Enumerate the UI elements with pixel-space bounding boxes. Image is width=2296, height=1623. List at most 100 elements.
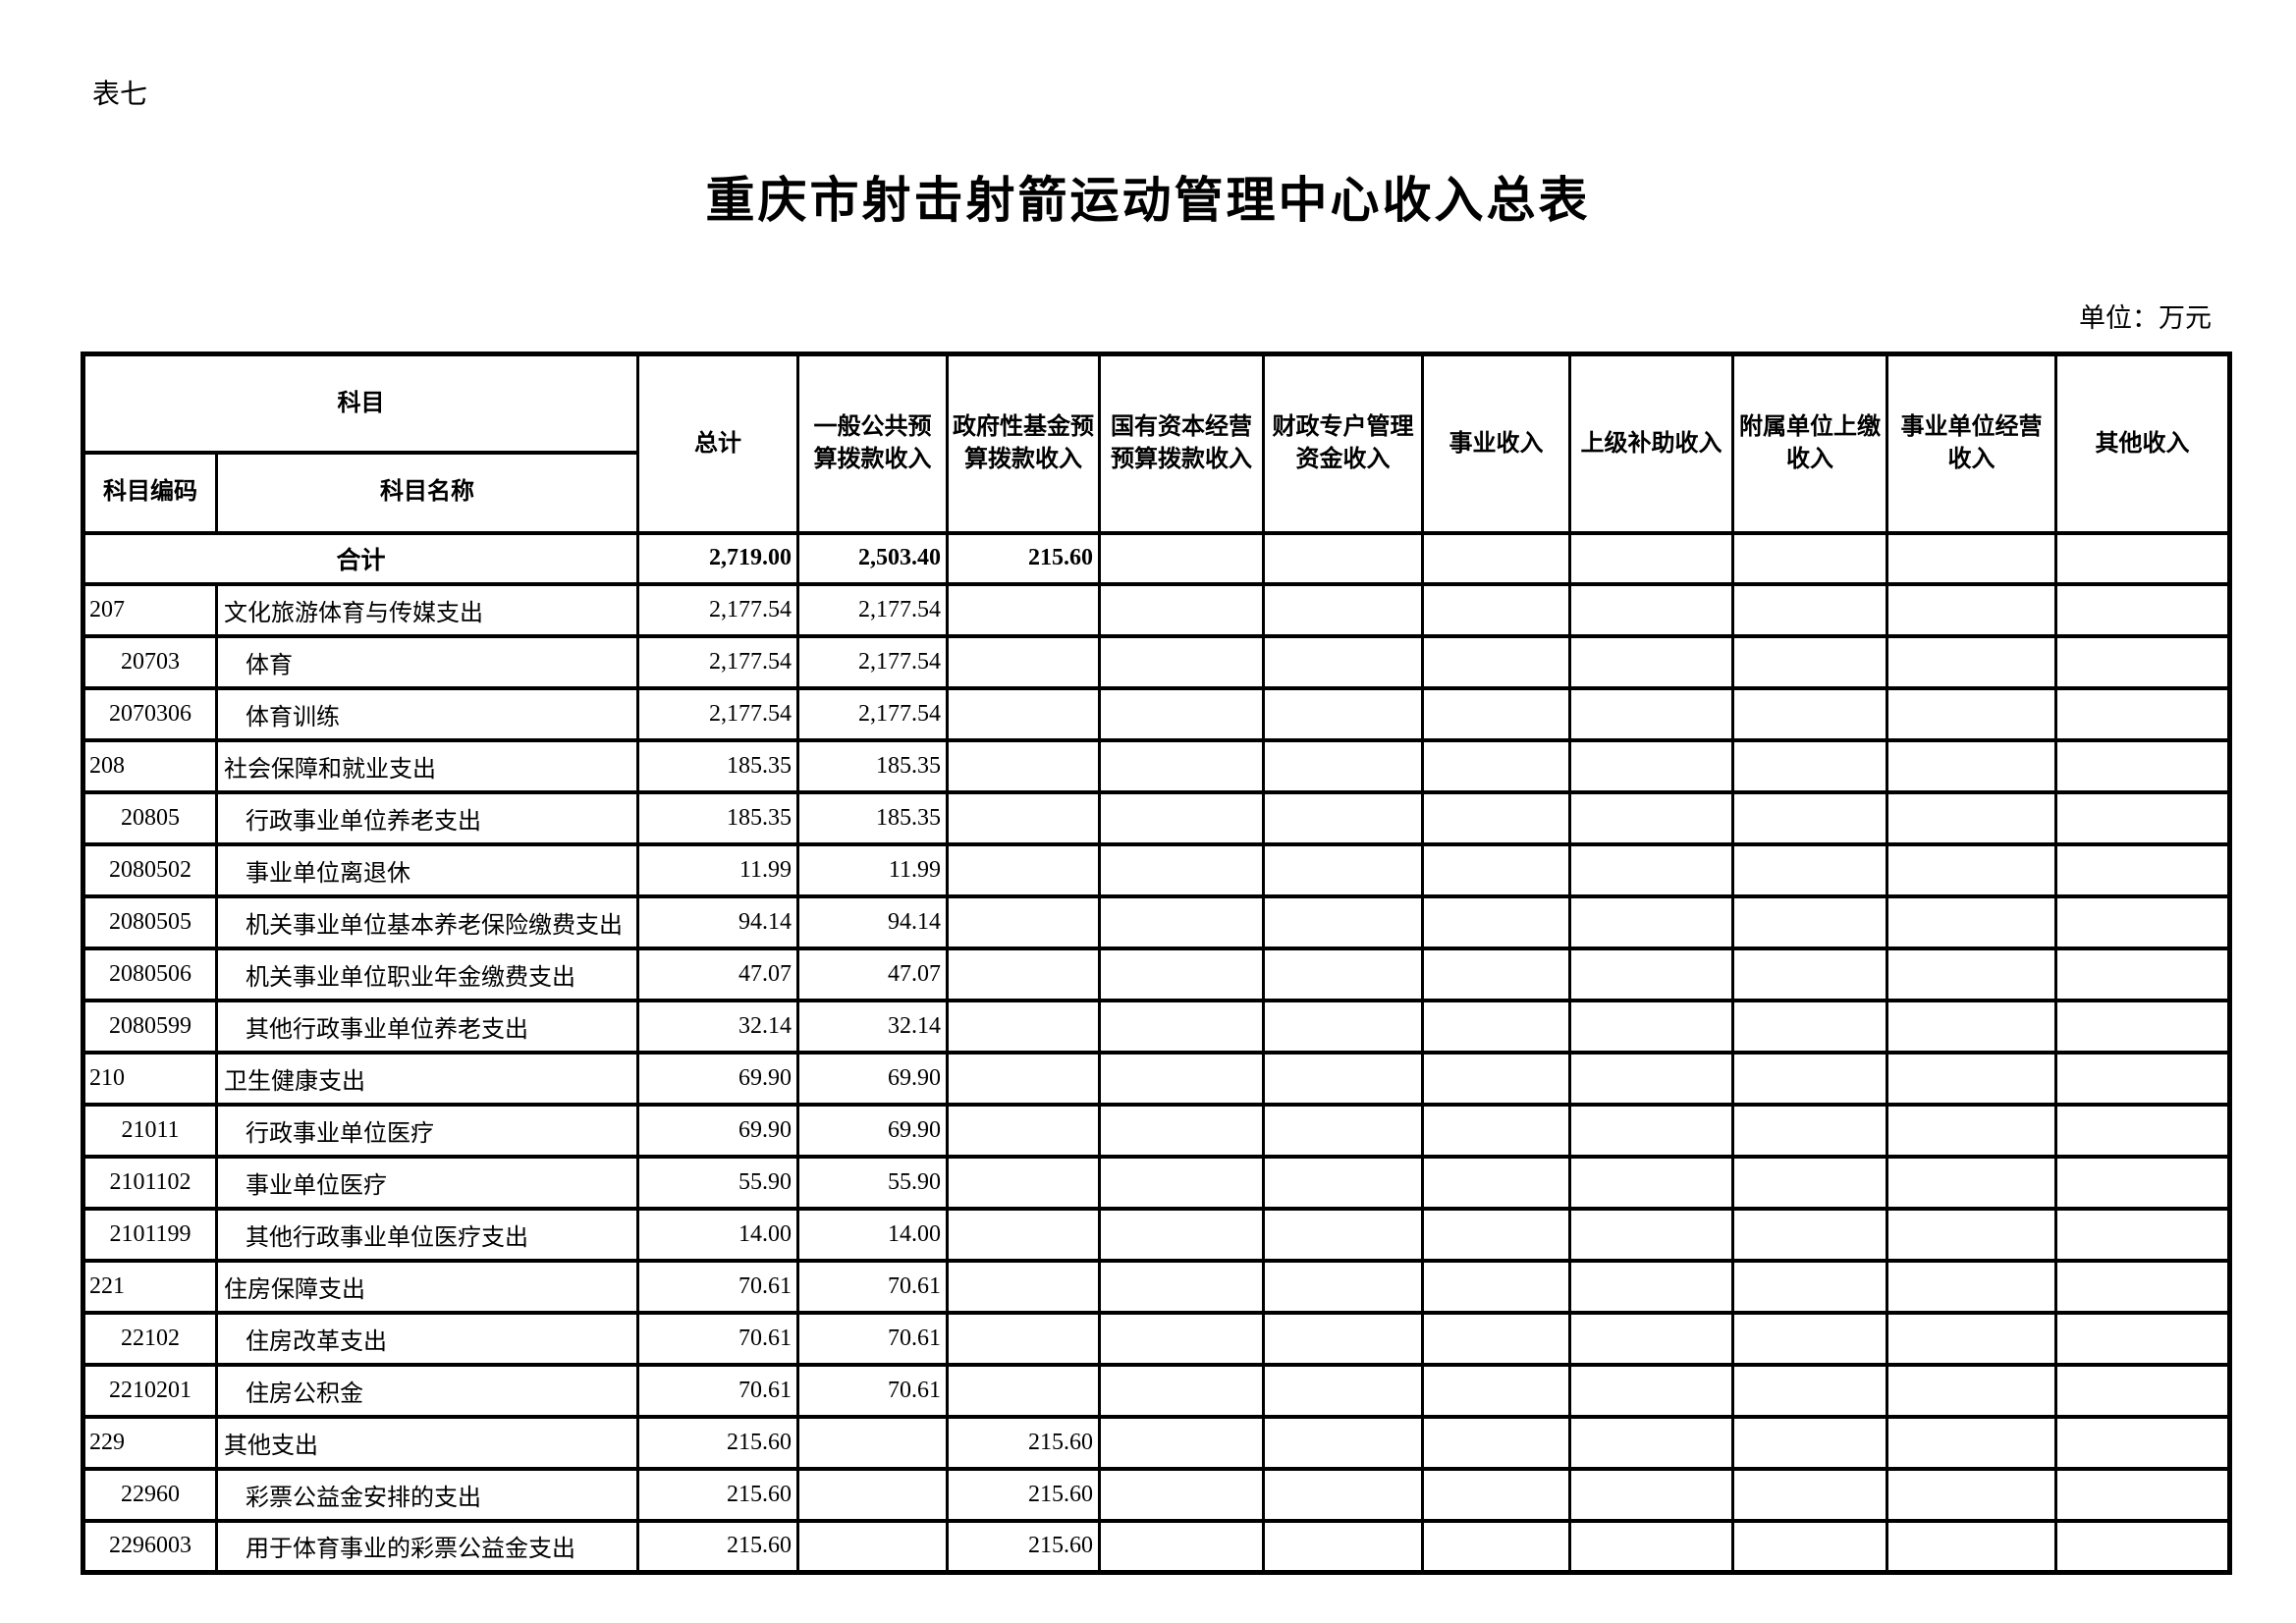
- subject-name-cell: 住房保障支出: [215, 1258, 639, 1315]
- value-cell: [1886, 998, 2057, 1055]
- value-cell: [1421, 581, 1571, 638]
- value-cell: [1568, 893, 1734, 950]
- subject-code-cell: 229: [82, 1414, 218, 1471]
- value-cell: [1568, 530, 1734, 586]
- value-cell: [946, 737, 1101, 794]
- value-cell: [1262, 1206, 1424, 1263]
- value-cell: [1886, 1362, 2057, 1419]
- value-cell: [1098, 737, 1265, 794]
- value-cell: [1421, 1518, 1571, 1575]
- subject-name-cell: 彩票公益金安排的支出: [215, 1466, 639, 1523]
- subject-name-cell: 体育: [215, 633, 639, 690]
- table-row: 2296003 用于体育事业的彩票公益金支出 215.60 215.60: [82, 1518, 2231, 1575]
- value-cell: [1098, 685, 1265, 742]
- value-cell: [1421, 1310, 1571, 1367]
- subject-name-cell: 其他行政事业单位养老支出: [215, 998, 639, 1055]
- value-cell: [1098, 581, 1265, 638]
- subject-code-cell: 221: [82, 1258, 218, 1315]
- value-cell: [1098, 1102, 1265, 1159]
- value-cell: [1098, 1050, 1265, 1107]
- value-cell: [1098, 1310, 1265, 1367]
- value-cell: [946, 1154, 1101, 1211]
- value-cell: 69.90: [636, 1102, 799, 1159]
- subject-name-cell: 住房公积金: [215, 1362, 639, 1419]
- value-cell: [1886, 737, 2057, 794]
- subject-code-cell: 22960: [82, 1466, 218, 1523]
- value-cell: [1731, 1466, 1888, 1523]
- value-cell: [946, 1362, 1101, 1419]
- value-cell: [946, 789, 1101, 846]
- value-cell: [946, 1206, 1101, 1263]
- table-row: 21011 行政事业单位医疗 69.90 69.90: [82, 1102, 2231, 1159]
- value-cell: [1098, 998, 1265, 1055]
- value-cell: 215.60: [946, 530, 1101, 586]
- value-cell: 32.14: [796, 998, 949, 1055]
- header-col-gov-fund: 政府性基金预 算拨款收入: [946, 352, 1101, 535]
- value-cell: [1098, 633, 1265, 690]
- header-col-operating-income: 事业单位经营 收入: [1886, 352, 2057, 535]
- value-cell: [2054, 946, 2231, 1002]
- header-col-general-budget: 一般公共预 算拨款收入: [796, 352, 949, 535]
- value-cell: [1568, 789, 1734, 846]
- value-cell: 215.60: [636, 1414, 799, 1471]
- value-cell: 14.00: [636, 1206, 799, 1263]
- table-row: 229 其他支出 215.60 215.60: [82, 1414, 2231, 1471]
- subject-name-cell: 行政事业单位医疗: [215, 1102, 639, 1159]
- value-cell: [1098, 841, 1265, 898]
- value-cell: [2054, 1414, 2231, 1471]
- value-cell: [1731, 1206, 1888, 1263]
- value-cell: [1098, 1362, 1265, 1419]
- table-row: 208 社会保障和就业支出 185.35 185.35: [82, 737, 2231, 794]
- value-cell: [1568, 685, 1734, 742]
- value-cell: 11.99: [796, 841, 949, 898]
- value-cell: [2054, 581, 2231, 638]
- value-cell: [946, 581, 1101, 638]
- value-cell: [1421, 737, 1571, 794]
- header-col-institution-income: 事业收入: [1421, 352, 1571, 535]
- value-cell: [1731, 685, 1888, 742]
- value-cell: [1262, 946, 1424, 1002]
- subject-code-cell: 2080599: [82, 998, 218, 1055]
- value-cell: [1262, 1310, 1424, 1367]
- value-cell: [2054, 1206, 2231, 1263]
- value-cell: [1098, 1258, 1265, 1315]
- table-row: 221 住房保障支出 70.61 70.61: [82, 1258, 2231, 1315]
- value-cell: [1421, 841, 1571, 898]
- value-cell: 47.07: [796, 946, 949, 1002]
- unit-note: 单位：万元: [2079, 303, 2212, 334]
- subject-name-cell: 体育训练: [215, 685, 639, 742]
- value-cell: [1731, 737, 1888, 794]
- income-summary-table: 科目 总计 一般公共预 算拨款收入 政府性基金预 算拨款收入 国有资本经营 预算…: [81, 352, 2232, 1575]
- value-cell: [1262, 998, 1424, 1055]
- subject-name-cell: 社会保障和就业支出: [215, 737, 639, 794]
- value-cell: 70.61: [636, 1258, 799, 1315]
- header-col-affiliate-remittance: 附属单位上缴 收入: [1731, 352, 1888, 535]
- value-cell: 55.90: [796, 1154, 949, 1211]
- table-row: 2070306 体育训练 2,177.54 2,177.54: [82, 685, 2231, 742]
- table-body: 合计 2,719.00 2,503.40 215.60 207 文化旅游体育与传媒支出 2,…: [82, 530, 2231, 1575]
- value-cell: [1262, 1466, 1424, 1523]
- value-cell: [1098, 1154, 1265, 1211]
- value-cell: [2054, 1102, 2231, 1159]
- value-cell: [1098, 1518, 1265, 1575]
- subject-code-cell: 210: [82, 1050, 218, 1107]
- value-cell: [1731, 893, 1888, 950]
- value-cell: [1731, 1518, 1888, 1575]
- value-cell: [1886, 1050, 2057, 1107]
- value-cell: [1886, 685, 2057, 742]
- value-cell: 185.35: [796, 737, 949, 794]
- value-cell: [2054, 737, 2231, 794]
- value-cell: [1731, 1414, 1888, 1471]
- value-cell: [1421, 1362, 1571, 1419]
- subject-code-cell: 2101102: [82, 1154, 218, 1211]
- table-row: 22960 彩票公益金安排的支出 215.60 215.60: [82, 1466, 2231, 1523]
- subject-name-cell: 其他行政事业单位医疗支出: [215, 1206, 639, 1263]
- table-row: 207 文化旅游体育与传媒支出 2,177.54 2,177.54: [82, 581, 2231, 638]
- value-cell: [1886, 530, 2057, 586]
- subject-name-cell: 行政事业单位养老支出: [215, 789, 639, 846]
- subject-code-cell: 20703: [82, 633, 218, 690]
- total-row: 合计 2,719.00 2,503.40 215.60: [82, 530, 2231, 586]
- value-cell: [1421, 1414, 1571, 1471]
- value-cell: [946, 1102, 1101, 1159]
- value-cell: [2054, 789, 2231, 846]
